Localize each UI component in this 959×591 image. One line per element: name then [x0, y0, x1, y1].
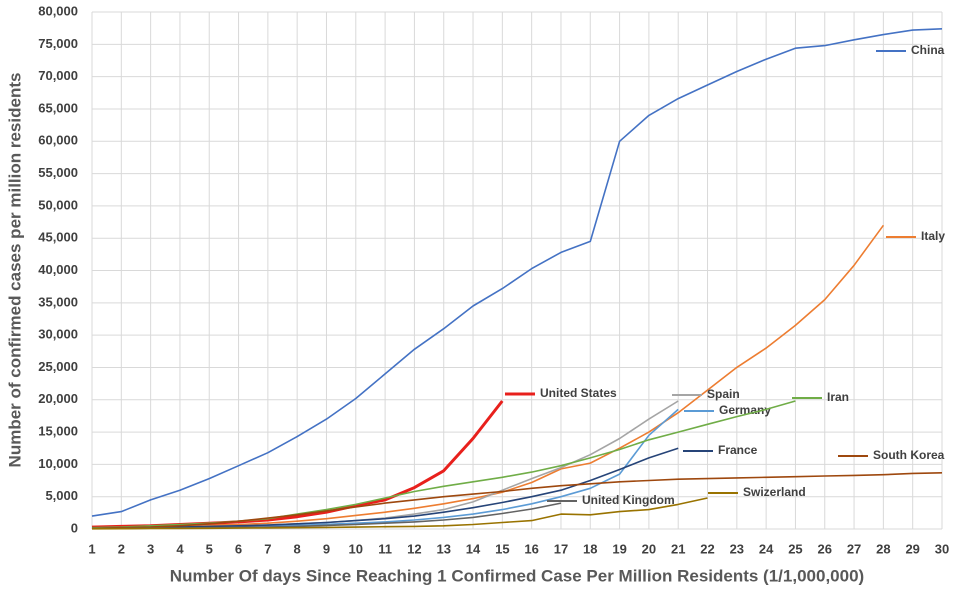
x-tick-label: 5	[206, 541, 213, 556]
x-tick-label: 29	[905, 541, 919, 556]
x-axis-title: Number Of days Since Reaching 1 Confirme…	[170, 566, 864, 585]
y-tick-label: 50,000	[38, 197, 78, 212]
y-tick-label: 35,000	[38, 294, 78, 309]
x-tick-label: 16	[524, 541, 538, 556]
y-tick-label: 5,000	[45, 488, 78, 503]
y-tick-label: 80,000	[38, 3, 78, 18]
y-tick-label: 45,000	[38, 230, 78, 245]
x-tick-label: 9	[323, 541, 330, 556]
x-tick-label: 14	[466, 541, 481, 556]
legend-label: United States	[540, 386, 617, 400]
y-axis-title: Number of confirmed cases per million re…	[5, 73, 24, 468]
legend-label: United Kingdom	[582, 493, 675, 507]
y-tick-label: 20,000	[38, 391, 78, 406]
y-tick-label: 40,000	[38, 262, 78, 277]
y-tick-label: 30,000	[38, 327, 78, 342]
legend-label: China	[911, 43, 945, 57]
legend-label: Iran	[827, 390, 849, 404]
legend-label: Germany	[719, 403, 771, 417]
y-tick-label: 0	[71, 520, 78, 535]
x-tick-label: 22	[700, 541, 714, 556]
legend-label: South Korea	[873, 448, 945, 462]
x-tick-label: 28	[876, 541, 890, 556]
legend-label: France	[718, 443, 758, 457]
series-line	[91, 472, 943, 530]
x-tick-label: 17	[554, 541, 568, 556]
series-line	[91, 497, 708, 530]
x-tick-label: 25	[788, 541, 802, 556]
x-tick-label: 2	[118, 541, 125, 556]
y-tick-label: 70,000	[38, 68, 78, 83]
x-tick-label: 4	[176, 541, 184, 556]
x-tick-label: 13	[436, 541, 450, 556]
y-tick-label: 10,000	[38, 456, 78, 471]
x-tick-label: 7	[264, 541, 271, 556]
x-tick-label: 6	[235, 541, 242, 556]
x-tick-label: 18	[583, 541, 597, 556]
legend-label: Italy	[921, 229, 945, 243]
y-tick-label: 75,000	[38, 36, 78, 51]
x-tick-label: 27	[847, 541, 861, 556]
x-tick-label: 24	[759, 541, 774, 556]
y-tick-label: 15,000	[38, 424, 78, 439]
legend-label: Spain	[707, 387, 740, 401]
y-tick-label: 25,000	[38, 359, 78, 374]
y-tick-label: 60,000	[38, 133, 78, 148]
x-tick-label: 19	[612, 541, 626, 556]
x-tick-label: 12	[407, 541, 421, 556]
x-tick-label: 10	[349, 541, 363, 556]
y-tick-label: 65,000	[38, 100, 78, 115]
y-tick-label: 55,000	[38, 165, 78, 180]
x-tick-label: 1	[88, 541, 95, 556]
legend-label: Swizerland	[743, 485, 806, 499]
x-tick-label: 8	[294, 541, 301, 556]
x-tick-label: 3	[147, 541, 154, 556]
x-tick-label: 11	[378, 541, 392, 556]
x-tick-label: 21	[671, 541, 685, 556]
x-tick-label: 20	[642, 541, 656, 556]
series-line	[91, 28, 943, 517]
x-tick-label: 23	[730, 541, 744, 556]
x-tick-label: 26	[818, 541, 832, 556]
x-tick-label: 15	[495, 541, 509, 556]
x-tick-label: 30	[935, 541, 949, 556]
